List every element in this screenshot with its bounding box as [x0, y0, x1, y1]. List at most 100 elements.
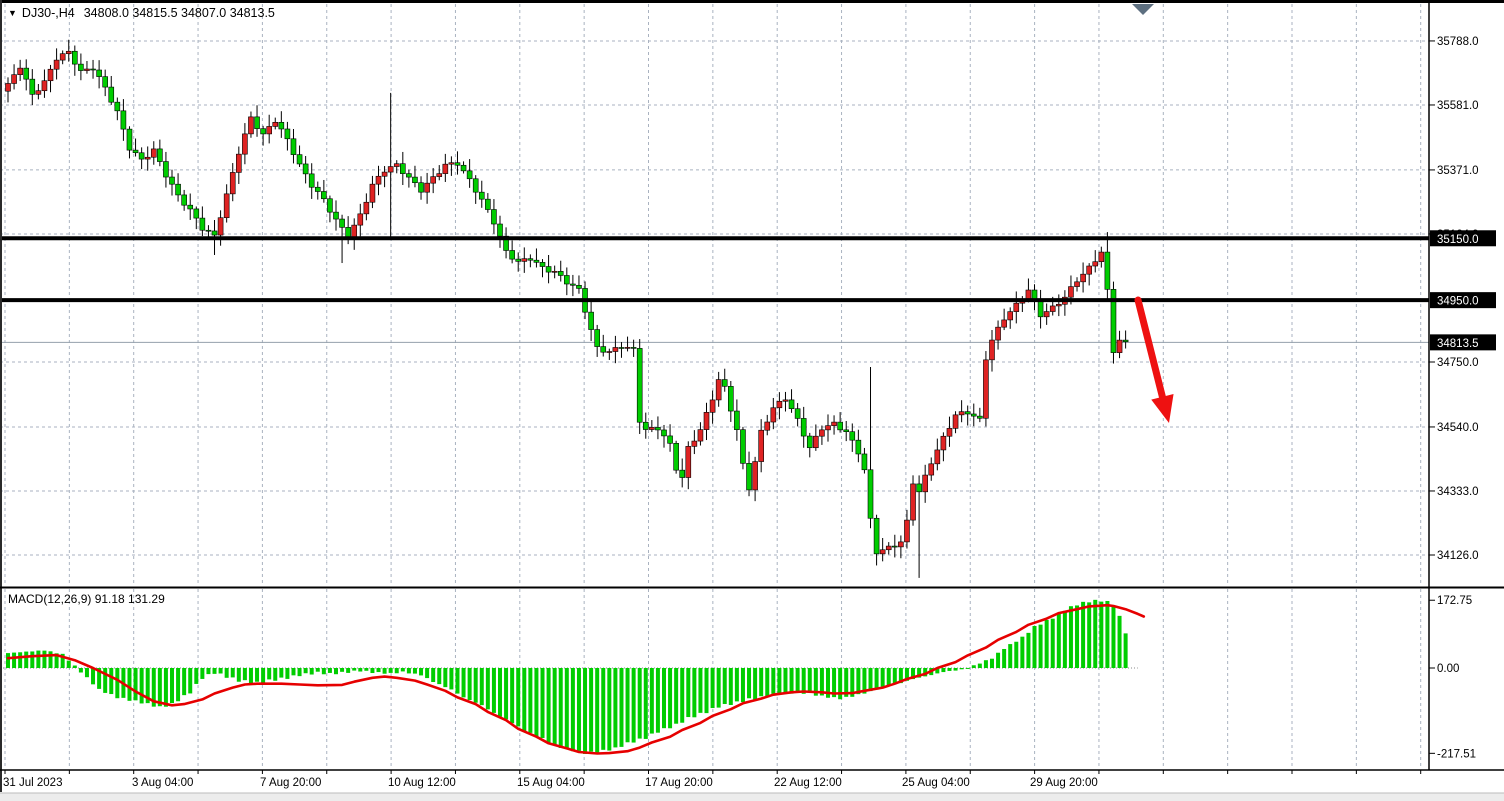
bear-candle: [576, 284, 582, 289]
bull-candle: [1025, 289, 1032, 300]
macd-bar: [84, 668, 89, 678]
macd-bar: [255, 668, 260, 682]
bear-candle: [594, 329, 600, 347]
macd-bar: [364, 668, 369, 671]
bull-candle: [223, 193, 230, 219]
macd-bar: [1081, 601, 1086, 668]
bear-candle: [284, 128, 291, 140]
macd-bar: [400, 668, 405, 672]
bear-candle: [977, 415, 983, 419]
bear-candle: [321, 191, 327, 200]
symbol-dropdown-icon[interactable]: ▼: [8, 8, 17, 18]
macd-bar: [765, 668, 770, 698]
macd-bar: [261, 668, 266, 683]
bear-candle: [630, 347, 637, 349]
bull-candle: [381, 171, 388, 177]
bull-candle: [624, 347, 631, 349]
macd-bar: [996, 652, 1001, 668]
bear-candle: [673, 443, 679, 471]
bull-candle: [1098, 251, 1105, 263]
macd-bar: [115, 668, 120, 699]
bear-candle: [721, 379, 728, 387]
bull-candle: [612, 347, 619, 352]
macd-bar: [558, 668, 563, 748]
bull-candle: [41, 80, 48, 92]
trend-arrow-annotation[interactable]: [1134, 296, 1174, 423]
bull-candle: [910, 483, 916, 521]
price-tick-label: 34333.0: [1437, 486, 1479, 498]
bear-candle: [454, 162, 461, 166]
macd-bar: [230, 668, 235, 678]
chart-shift-marker[interactable]: [1132, 4, 1154, 15]
macd-bar: [346, 668, 351, 673]
bear-candle: [485, 198, 491, 210]
bull-candle: [758, 429, 764, 462]
macd-bar: [419, 668, 424, 676]
macd-bar: [637, 668, 642, 739]
macd-bar: [1111, 606, 1116, 668]
price-tick-label: 35788.0: [1437, 36, 1479, 48]
time-tick-label: 7 Aug 20:00: [260, 777, 321, 789]
bear-candle: [964, 411, 971, 415]
bull-candle: [266, 126, 272, 135]
bull-candle: [649, 427, 655, 430]
bull-candle: [47, 68, 54, 82]
bear-candle: [406, 173, 412, 178]
macd-bar: [570, 668, 575, 752]
macd-bar: [1087, 602, 1092, 668]
bear-candle: [849, 431, 856, 441]
bull-candle: [1074, 281, 1080, 287]
macd-bar: [862, 668, 867, 694]
macd-bar: [382, 668, 387, 674]
macd-indicator-label: MACD(12,26,9) 91.18 131.29: [8, 592, 165, 606]
bull-candle: [989, 339, 995, 361]
macd-bar: [48, 651, 53, 668]
bear-candle: [491, 209, 497, 225]
macd-bar: [1020, 636, 1025, 668]
macd-bar: [728, 668, 733, 705]
bear-candle: [478, 191, 485, 200]
bear-candle: [661, 429, 667, 437]
macd-bar: [989, 658, 994, 668]
macd-bar: [917, 668, 922, 678]
price-tick-label: 34750.0: [1437, 357, 1479, 369]
price-tick-label: 34540.0: [1437, 422, 1479, 434]
bull-candle: [1056, 303, 1062, 307]
bear-candle: [503, 235, 509, 251]
macd-bar: [242, 668, 247, 681]
time-tick-label: 31 Jul 2023: [3, 777, 62, 789]
bear-candle: [260, 128, 266, 135]
macd-bar: [491, 668, 496, 713]
macd-bar: [333, 668, 338, 675]
macd-bar: [479, 668, 484, 706]
bull-candle: [958, 411, 965, 416]
bear-candle: [181, 194, 187, 206]
bear-candle: [169, 176, 175, 185]
macd-bar: [898, 668, 903, 684]
macd-histogram: [6, 599, 1128, 754]
bull-candle: [387, 166, 394, 173]
macd-bar: [801, 668, 806, 694]
bear-candle: [327, 198, 333, 213]
macd-bar: [248, 668, 253, 684]
bear-candle: [509, 250, 515, 260]
price-axis: 35788.035581.035371.035164.034750.034540…: [1429, 36, 1479, 760]
macd-bar: [42, 650, 47, 668]
bull-candle: [770, 407, 777, 423]
macd-bar: [1093, 599, 1098, 668]
bear-candle: [72, 50, 78, 65]
bull-candle: [217, 217, 224, 236]
macd-bar: [904, 668, 909, 681]
bull-candle: [272, 121, 279, 127]
bear-candle: [205, 229, 212, 232]
bull-candle: [65, 50, 72, 54]
macd-bar: [485, 668, 490, 710]
macd-bar: [661, 668, 666, 729]
bull-candle: [369, 183, 376, 203]
macd-bar: [182, 668, 187, 696]
price-tick-label: 35371.0: [1437, 165, 1479, 177]
macd-bar: [540, 668, 545, 739]
